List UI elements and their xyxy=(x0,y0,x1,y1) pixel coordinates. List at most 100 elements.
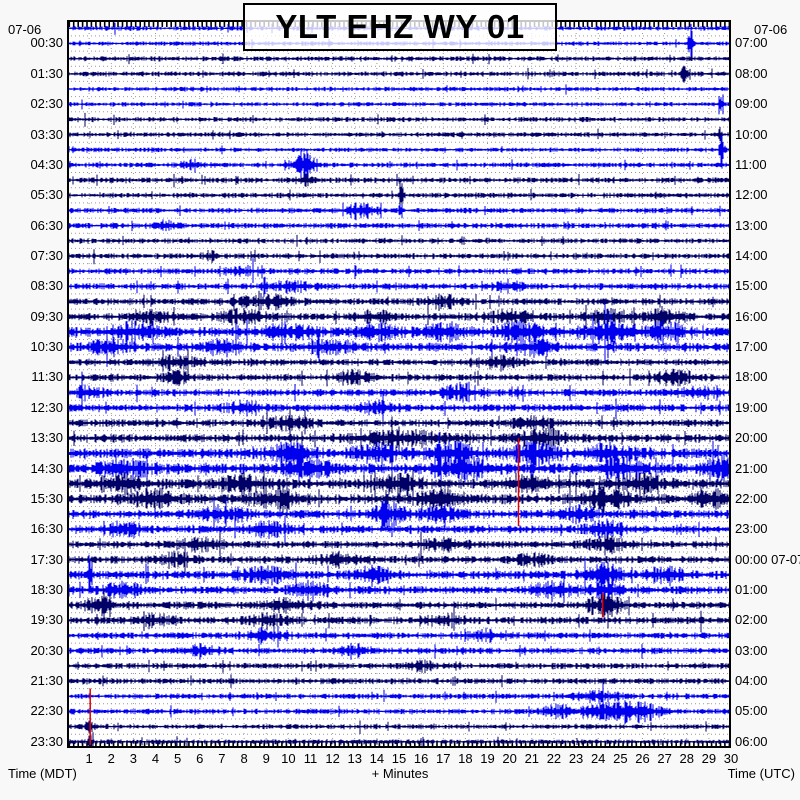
mdt-time-label: 05:30 xyxy=(30,187,63,203)
minute-tick-label: 1 xyxy=(85,751,93,766)
trace-row xyxy=(67,368,731,387)
minute-tick-label: 20 xyxy=(502,751,517,766)
date-label-top-right: 07-06 xyxy=(754,22,788,37)
minute-tick-label: 25 xyxy=(613,751,628,766)
trace-row xyxy=(67,496,731,529)
trace-row xyxy=(67,625,731,648)
mdt-time-label: 09:30 xyxy=(30,308,63,324)
mdt-time-label: 20:30 xyxy=(30,642,63,658)
mdt-time-label: 21:30 xyxy=(30,673,63,689)
trace-row xyxy=(67,700,731,725)
mdt-time-label: 16:30 xyxy=(30,521,63,537)
minute-tick-label: 28 xyxy=(679,751,694,766)
minute-tick-label: 23 xyxy=(568,751,584,766)
minute-tick-label: 6 xyxy=(196,751,204,766)
trace-row xyxy=(67,112,731,127)
trace-row xyxy=(67,65,731,83)
station-title: YLT EHZ WY 01 xyxy=(275,8,525,45)
mdt-time-label: 11:30 xyxy=(31,369,63,385)
utc-time-label: 16:00 xyxy=(735,308,768,324)
mdt-time-label: 18:30 xyxy=(30,581,63,597)
trace-row xyxy=(67,432,731,477)
minute-tick-label: 16 xyxy=(413,751,429,766)
utc-time-label: 19:00 xyxy=(735,399,768,415)
trace-row xyxy=(67,149,731,183)
trace-row xyxy=(67,407,731,442)
minute-tick-label: 15 xyxy=(391,751,407,766)
mdt-time-label: 23:30 xyxy=(30,733,63,749)
mdt-time-label: 07:30 xyxy=(30,248,63,263)
mdt-time-label: 04:30 xyxy=(30,156,63,172)
utc-time-label: 05:00 xyxy=(735,703,768,719)
grid-dotted-lines xyxy=(67,28,731,740)
trace-row xyxy=(67,464,731,506)
trace-row xyxy=(67,84,731,95)
utc-time-label: 18:00 xyxy=(735,369,768,385)
trace-row xyxy=(67,202,731,221)
utc-time-label: 01:00 xyxy=(735,581,768,597)
trace-row xyxy=(67,371,731,412)
helicorder-plot xyxy=(67,20,731,748)
mdt-time-label: 13:30 xyxy=(30,430,63,446)
minute-tick-label: 30 xyxy=(723,751,739,766)
trace-row xyxy=(67,448,731,488)
trace-row xyxy=(67,606,731,633)
minutes-axis-caption: + Minutes xyxy=(371,766,429,781)
trace-row xyxy=(67,554,731,594)
trace-row xyxy=(67,515,731,546)
utc-time-label: 06:00 xyxy=(735,733,768,749)
minute-tick-label: 18 xyxy=(458,751,473,766)
trace-row xyxy=(67,219,731,232)
minute-tick-label: 5 xyxy=(174,751,182,766)
mdt-time-label: 03:30 xyxy=(30,126,63,142)
utc-time-label: 15:00 xyxy=(735,278,768,294)
mdt-time-label: 08:30 xyxy=(30,278,63,294)
mdt-time-label: 19:30 xyxy=(30,612,63,628)
utc-time-label: 22:00 xyxy=(735,490,768,506)
trace-row xyxy=(67,732,731,748)
minute-tick-label: 3 xyxy=(129,751,137,766)
trace-row xyxy=(67,290,731,314)
minute-tick-label: 27 xyxy=(657,751,672,766)
trace-row xyxy=(67,134,731,165)
mdt-axis-caption: Time (MDT) xyxy=(8,766,77,781)
minute-tick-label: 10 xyxy=(281,751,296,766)
mdt-time-label: 14:30 xyxy=(30,460,63,476)
trace-row xyxy=(67,276,731,297)
station-title-box: YLT EHZ WY 01 xyxy=(243,3,557,51)
utc-time-label: 13:00 xyxy=(735,217,768,233)
utc-axis-caption: Time (UTC) xyxy=(727,766,795,781)
mdt-time-label: 12:30 xyxy=(30,399,63,415)
utc-time-label: 09:00 xyxy=(735,96,768,112)
trace-row xyxy=(67,179,731,214)
trace-row xyxy=(67,683,731,707)
minute-tick-label: 8 xyxy=(240,751,248,766)
minute-tick-label: 29 xyxy=(701,751,717,766)
minute-tick-label: 2 xyxy=(107,751,115,766)
trace-row xyxy=(67,94,731,115)
trace-row xyxy=(67,302,731,364)
trace-row xyxy=(67,234,731,247)
minute-tick-label: 12 xyxy=(325,751,340,766)
mdt-time-label: 00:30 xyxy=(30,35,63,51)
minute-tick-label: 26 xyxy=(635,751,650,766)
trace-row xyxy=(67,304,731,329)
minute-tick-label: 11 xyxy=(303,751,318,766)
trace-row xyxy=(67,349,731,376)
utc-time-label: 10:00 xyxy=(735,126,768,142)
mdt-time-label: 10:30 xyxy=(30,339,63,355)
utc-time-label: 20:00 xyxy=(735,430,768,446)
utc-time-label: 00:00 07-07 xyxy=(735,551,800,567)
mdt-time-label: 22:30 xyxy=(30,703,63,719)
utc-time-label: 12:00 xyxy=(735,187,768,203)
trace-row xyxy=(67,643,731,660)
trace-row xyxy=(67,659,731,674)
trace-row xyxy=(67,416,731,465)
utc-time-label: 21:00 xyxy=(735,460,768,476)
minute-tick-label: 19 xyxy=(480,751,495,766)
trace-row xyxy=(67,531,731,558)
trace-row xyxy=(67,173,731,188)
trace-row xyxy=(67,674,731,688)
minute-tick-label: 7 xyxy=(218,751,226,766)
